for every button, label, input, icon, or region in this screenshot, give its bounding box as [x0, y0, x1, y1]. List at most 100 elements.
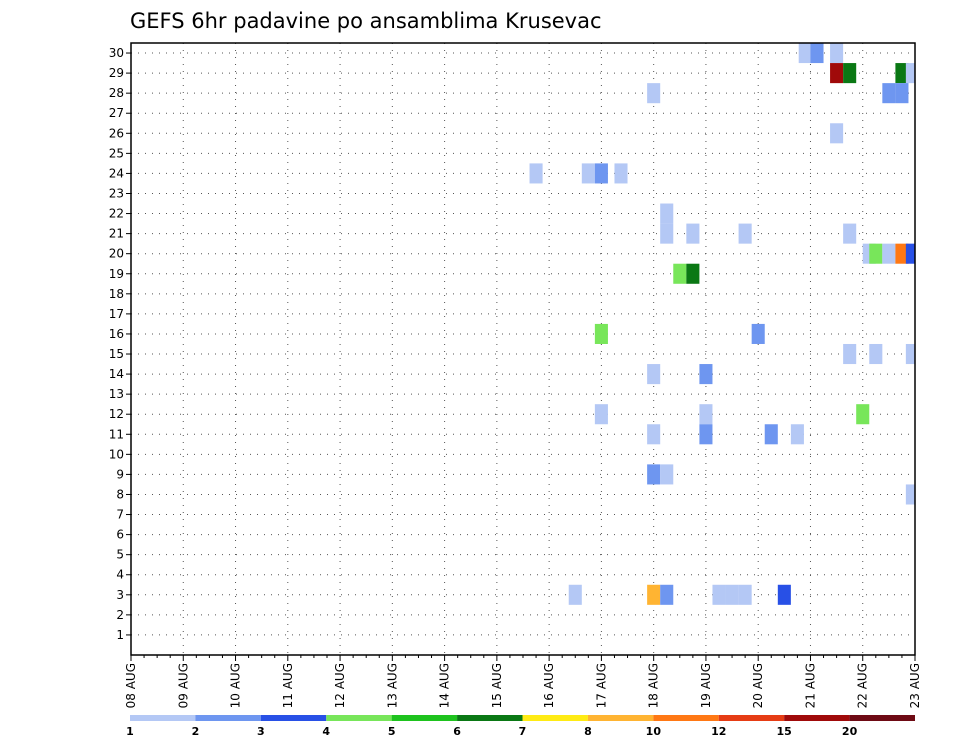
data-cell — [686, 263, 700, 284]
data-cell — [699, 404, 713, 425]
data-cell — [660, 223, 674, 244]
x-tick-label: 18 AUG — [647, 663, 661, 708]
data-cell — [764, 424, 778, 445]
plot-frame — [130, 42, 916, 656]
data-cell — [777, 584, 791, 605]
colorbar-label: 6 — [453, 725, 461, 738]
data-cell — [686, 223, 700, 244]
data-cell — [594, 163, 608, 184]
colorbar-swatch — [587, 715, 654, 721]
data-cell — [830, 43, 844, 64]
x-tick-label: 08 AUG — [124, 663, 138, 708]
x-tick-label: 22 AUG — [856, 663, 870, 708]
data-cell — [843, 223, 857, 244]
y-tick-label: 18 — [109, 287, 124, 301]
colorbar-label: 12 — [711, 725, 726, 738]
y-tick-label: 4 — [116, 568, 124, 582]
y-tick-label: 14 — [109, 367, 124, 381]
data-cell — [594, 404, 608, 425]
data-cell — [905, 243, 915, 264]
data-cells — [529, 43, 915, 605]
y-tick-label: 9 — [116, 467, 124, 481]
x-tick-label: 11 AUG — [281, 663, 295, 708]
colorbar-swatch — [522, 715, 588, 721]
x-tick-label: 14 AUG — [438, 663, 452, 708]
x-tick-label: 10 AUG — [229, 663, 243, 708]
colorbar-swatch — [849, 715, 915, 721]
data-cell — [830, 63, 844, 84]
colorbar: 1 2 3 4 5 6 7 8 10 12 15 20 — [126, 715, 915, 738]
data-cell — [798, 43, 812, 64]
y-tick-label: 24 — [109, 166, 124, 180]
y-tick-label: 20 — [109, 247, 124, 261]
data-cell — [738, 223, 752, 244]
data-cell — [905, 63, 915, 84]
data-cell — [738, 584, 752, 605]
y-tick-label: 16 — [109, 327, 124, 341]
colorbar-label: 7 — [519, 725, 527, 738]
data-cell — [660, 584, 674, 605]
colorbar-label: 10 — [646, 725, 662, 738]
data-cell — [790, 424, 804, 445]
y-tick-label: 30 — [109, 46, 124, 60]
data-cell — [529, 163, 543, 184]
data-cell — [905, 343, 915, 365]
colorbar-label: 4 — [322, 725, 330, 738]
colorbar-label: 15 — [777, 725, 792, 738]
colorbar-swatch — [784, 715, 850, 721]
colorbar-swatch — [457, 715, 523, 721]
colorbar-swatch — [130, 715, 196, 721]
data-cell — [660, 203, 674, 224]
data-cell — [699, 364, 713, 385]
data-cell — [614, 163, 628, 184]
data-cell — [712, 584, 726, 605]
x-tick-label: 17 AUG — [594, 663, 608, 708]
data-cell — [856, 404, 870, 425]
y-tick-label: 6 — [116, 528, 124, 542]
y-tick-label: 26 — [109, 126, 124, 140]
data-cell — [647, 364, 661, 385]
data-cell — [647, 424, 661, 445]
data-cell — [751, 323, 765, 344]
colorbar-swatch — [718, 715, 785, 721]
data-cell — [843, 343, 857, 365]
data-cell — [647, 83, 661, 104]
data-cell — [673, 263, 687, 284]
y-tick-label: 3 — [116, 588, 124, 602]
colorbar-swatch — [653, 715, 719, 721]
colorbar-label: 20 — [842, 725, 858, 738]
colorbar-swatch — [260, 715, 327, 721]
colorbar-swatch — [326, 715, 392, 721]
data-cell — [869, 343, 883, 365]
y-tick-label: 22 — [109, 207, 124, 221]
y-tick-label: 23 — [109, 186, 124, 200]
data-cell — [882, 83, 896, 104]
x-tick-label: 21 AUG — [803, 663, 817, 708]
data-cell — [830, 123, 844, 144]
y-tick-label: 19 — [109, 267, 124, 281]
colorbar-label: 3 — [257, 725, 265, 738]
x-tick-label: 19 AUG — [699, 663, 713, 708]
data-cell — [882, 243, 896, 264]
data-cell — [699, 424, 713, 445]
colorbar-label: 8 — [584, 725, 592, 738]
y-tick-label: 12 — [109, 407, 124, 421]
colorbar-swatch — [195, 715, 261, 721]
data-cell — [568, 584, 582, 605]
y-tick-label: 2 — [116, 608, 124, 622]
colorbar-label: 5 — [388, 725, 396, 738]
y-axis: 1234567891011121314151617181920212223242… — [109, 46, 131, 642]
x-tick-label: 13 AUG — [385, 663, 399, 708]
data-cell — [810, 43, 824, 64]
x-tick-label: 20 AUG — [751, 663, 765, 708]
data-cell — [581, 163, 595, 184]
y-tick-label: 15 — [109, 347, 124, 361]
y-tick-label: 1 — [116, 628, 124, 642]
colorbar-label: 2 — [192, 725, 200, 738]
data-cell — [594, 323, 608, 344]
y-tick-label: 11 — [109, 427, 124, 441]
x-tick-label: 15 AUG — [490, 663, 504, 708]
data-cell — [647, 584, 661, 605]
data-cell — [725, 584, 739, 605]
y-tick-label: 10 — [109, 447, 124, 461]
